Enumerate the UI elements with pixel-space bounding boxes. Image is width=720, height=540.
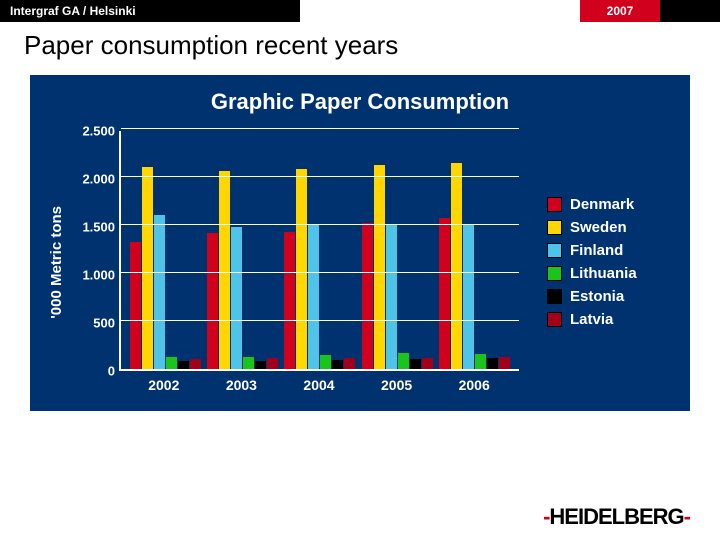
y-axis-label: '000 Metric tons <box>48 206 65 319</box>
bar-group <box>207 171 278 369</box>
legend-item: Sweden <box>547 219 637 236</box>
chart-plot-area <box>119 131 519 371</box>
bar <box>475 354 486 369</box>
bar <box>439 218 450 369</box>
bar <box>374 165 385 369</box>
x-tick: 2002 <box>148 377 179 393</box>
legend-item: Estonia <box>547 288 637 305</box>
legend-label: Lithuania <box>570 265 637 282</box>
y-tick: 1.500 <box>82 220 115 235</box>
bar-group <box>362 165 433 369</box>
bar <box>255 361 266 369</box>
y-tick-labels: 05001.0001.5002.0002.500 <box>71 131 119 371</box>
header-gap <box>300 0 580 22</box>
bar <box>284 232 295 369</box>
chart-title: Graphic Paper Consumption <box>48 89 672 115</box>
legend-item: Lithuania <box>547 265 637 282</box>
brand-text: HEIDELBERG <box>549 504 683 529</box>
legend-item: Finland <box>547 242 637 259</box>
x-tick: 2006 <box>459 377 490 393</box>
legend-swatch <box>547 312 562 327</box>
bar <box>320 355 331 369</box>
chart-panel: Graphic Paper Consumption '000 Metric to… <box>28 73 692 413</box>
bar <box>332 360 343 369</box>
bar <box>243 357 254 369</box>
legend-label: Latvia <box>570 311 613 328</box>
bar <box>463 225 474 369</box>
bar <box>451 163 462 369</box>
x-axis-labels: 2002 2003 2004 2005 2006 <box>119 371 519 393</box>
chart-legend: Denmark Sweden Finland Lithuania Estonia Latv… <box>547 190 637 334</box>
legend-label: Finland <box>570 242 623 259</box>
page-title: Paper consumption recent years <box>0 22 720 73</box>
y-tick: 2.000 <box>82 172 115 187</box>
bar-group <box>284 169 355 369</box>
bar <box>267 358 278 369</box>
bar-group <box>439 163 510 369</box>
header-tail <box>660 0 720 22</box>
bar <box>386 225 397 369</box>
bar <box>296 169 307 369</box>
y-tick: 500 <box>93 316 115 331</box>
y-tick: 0 <box>108 364 115 379</box>
bar-group <box>130 167 201 369</box>
legend-item: Denmark <box>547 196 637 213</box>
brand-dash-right: - <box>684 504 690 529</box>
bar <box>422 358 433 369</box>
bar <box>207 233 218 369</box>
x-tick: 2003 <box>226 377 257 393</box>
bar <box>142 167 153 369</box>
bar <box>362 223 373 369</box>
legend-swatch <box>547 197 562 212</box>
legend-label: Estonia <box>570 288 624 305</box>
bar <box>308 225 319 369</box>
gridline <box>121 176 519 177</box>
brand-logo: -HEIDELBERG- <box>543 504 690 530</box>
x-tick: 2004 <box>303 377 334 393</box>
header-year-badge: 2007 <box>580 0 660 22</box>
legend-item: Latvia <box>547 311 637 328</box>
bar-groups <box>121 131 519 369</box>
bar <box>154 215 165 369</box>
bar <box>130 242 141 369</box>
bar <box>166 357 177 369</box>
y-tick: 2.500 <box>82 124 115 139</box>
bar <box>398 353 409 369</box>
gridline <box>121 224 519 225</box>
legend-swatch <box>547 220 562 235</box>
legend-swatch <box>547 266 562 281</box>
top-bar: Intergraf GA / Helsinki 2007 <box>0 0 720 22</box>
bar <box>499 357 510 369</box>
bar <box>487 358 498 369</box>
legend-label: Sweden <box>570 219 627 236</box>
bar <box>231 227 242 369</box>
bar <box>410 359 421 369</box>
legend-label: Denmark <box>570 196 634 213</box>
x-tick: 2005 <box>381 377 412 393</box>
bar <box>344 358 355 369</box>
header-left: Intergraf GA / Helsinki <box>0 0 300 22</box>
gridline <box>121 128 519 129</box>
bar <box>190 359 201 369</box>
y-tick: 1.000 <box>82 268 115 283</box>
gridline <box>121 272 519 273</box>
bar <box>219 171 230 369</box>
bar <box>178 361 189 369</box>
legend-swatch <box>547 243 562 258</box>
legend-swatch <box>547 289 562 304</box>
gridline <box>121 320 519 321</box>
